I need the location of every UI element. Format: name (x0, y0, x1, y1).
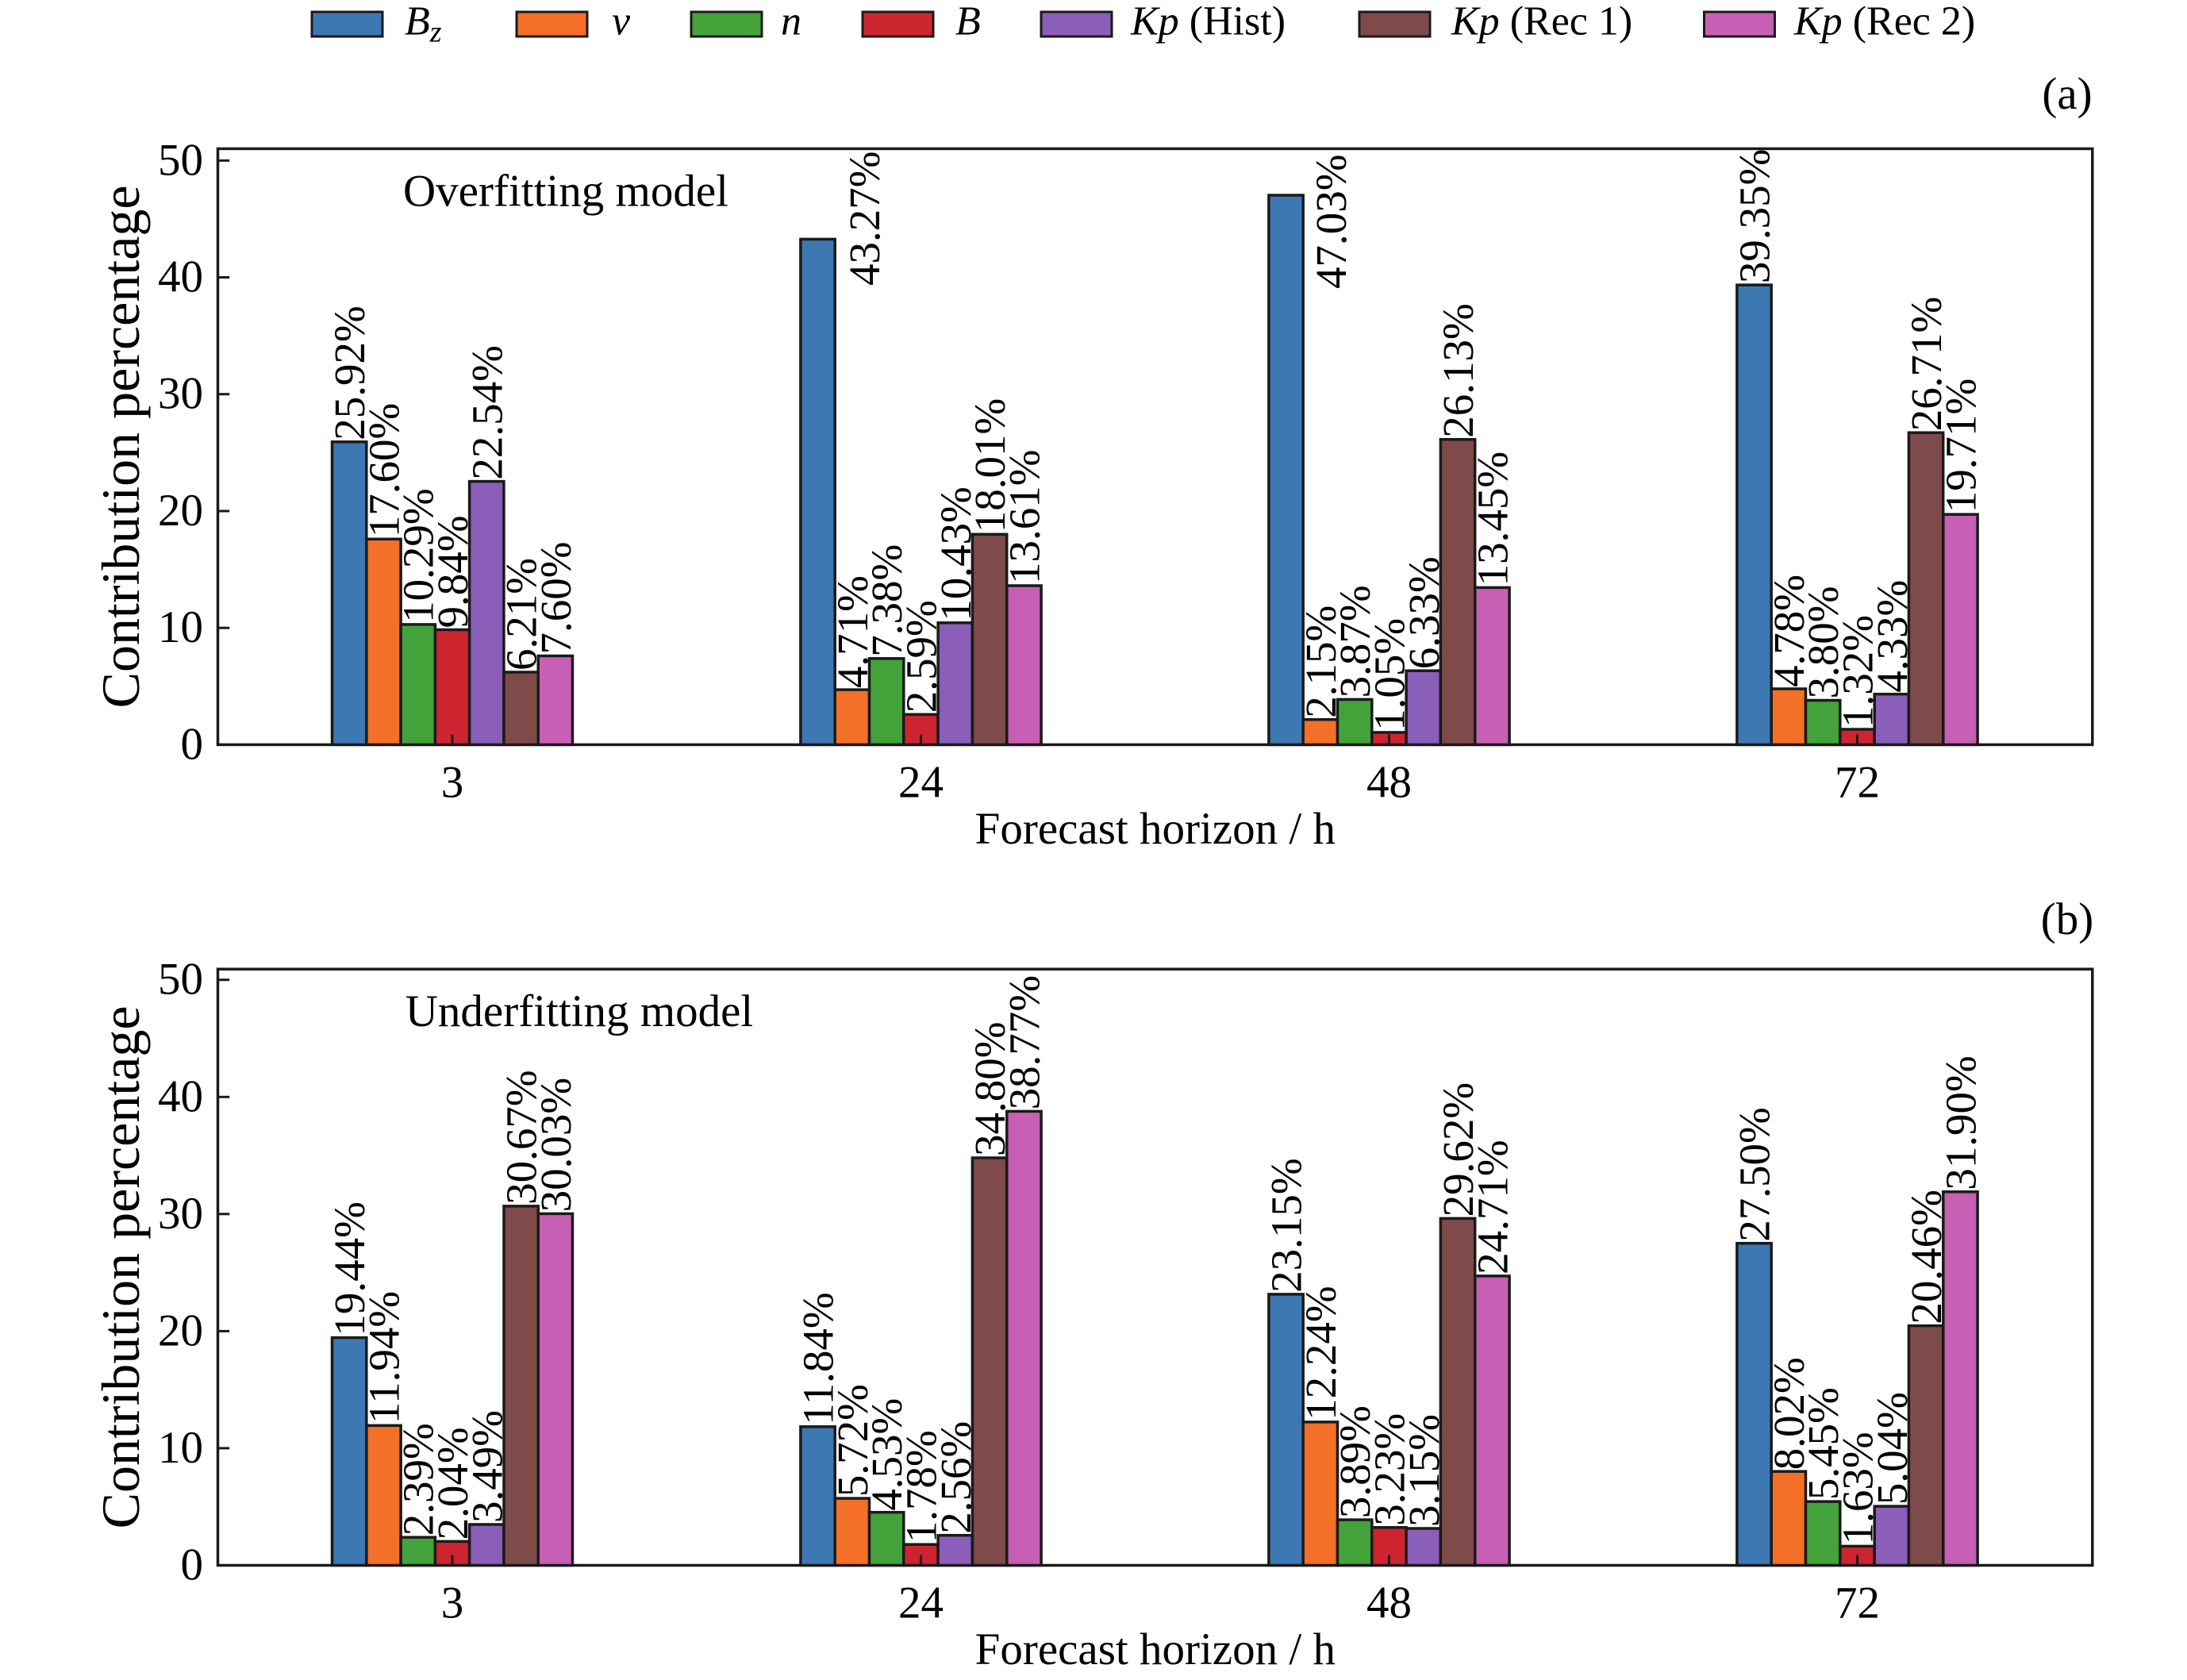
svg-text:0: 0 (181, 719, 204, 769)
svg-text:Kp (Rec 2): Kp (Rec 2) (1793, 0, 1975, 44)
svg-text:3.15%: 3.15% (1400, 1414, 1448, 1527)
svg-text:n: n (781, 0, 801, 44)
svg-text:5.72%: 5.72% (828, 1384, 877, 1497)
svg-text:19.44%: 19.44% (325, 1201, 374, 1336)
svg-text:3.49%: 3.49% (463, 1410, 511, 1523)
svg-text:3: 3 (441, 757, 464, 807)
svg-text:2.56%: 2.56% (932, 1421, 980, 1534)
svg-text:10: 10 (158, 1423, 203, 1473)
svg-text:50: 50 (158, 135, 203, 185)
svg-text:26.13%: 26.13% (1434, 303, 1482, 438)
svg-text:13.61%: 13.61% (1000, 449, 1048, 584)
svg-text:40: 40 (158, 252, 203, 302)
svg-text:10.43%: 10.43% (932, 486, 980, 621)
svg-text:30.03%: 30.03% (532, 1078, 580, 1213)
svg-text:1.05%: 1.05% (1366, 618, 1414, 731)
svg-text:7.38%: 7.38% (863, 544, 911, 657)
svg-text:12.24%: 12.24% (1297, 1286, 1345, 1421)
svg-text:(b): (b) (2041, 894, 2093, 944)
svg-text:23.15%: 23.15% (1263, 1158, 1311, 1293)
svg-text:18.01%: 18.01% (966, 398, 1014, 533)
svg-text:Overfitting model: Overfitting model (403, 167, 728, 217)
svg-text:29.62%: 29.62% (1434, 1082, 1482, 1217)
svg-text:Underfitting model: Underfitting model (405, 986, 754, 1036)
svg-text:48: 48 (1366, 1578, 1412, 1628)
svg-text:(a): (a) (2042, 69, 2092, 119)
svg-text:Contribution percentage: Contribution percentage (90, 185, 151, 708)
svg-text:30: 30 (158, 369, 203, 419)
svg-text:19.71%: 19.71% (1936, 379, 1985, 513)
svg-text:22.54%: 22.54% (463, 345, 511, 480)
svg-text:13.45%: 13.45% (1468, 452, 1516, 586)
svg-text:4.33%: 4.33% (1868, 580, 1916, 693)
svg-text:72: 72 (1835, 1578, 1880, 1628)
svg-text:39.35%: 39.35% (1731, 149, 1779, 284)
svg-text:4.71%: 4.71% (828, 575, 877, 688)
svg-text:43.27%: 43.27% (840, 151, 889, 286)
svg-text:25.92%: 25.92% (325, 306, 374, 440)
svg-text:24: 24 (898, 757, 944, 807)
svg-text:17.60%: 17.60% (359, 403, 408, 538)
svg-text:3.87%: 3.87% (1331, 585, 1379, 698)
svg-text:30.67%: 30.67% (498, 1070, 546, 1205)
svg-text:8.02%: 8.02% (1765, 1357, 1813, 1470)
svg-text:10: 10 (158, 602, 203, 652)
svg-text:2.39%: 2.39% (394, 1423, 443, 1536)
svg-text:38.77%: 38.77% (1000, 975, 1048, 1110)
svg-text:4.53%: 4.53% (863, 1398, 911, 1511)
svg-text:24.71%: 24.71% (1468, 1140, 1516, 1274)
svg-text:3.80%: 3.80% (1799, 586, 1847, 698)
svg-text:6.21%: 6.21% (498, 558, 546, 671)
svg-text:47.03%: 47.03% (1307, 154, 1355, 289)
svg-text:1.78%: 1.78% (897, 1430, 946, 1543)
svg-text:9.84%: 9.84% (429, 515, 477, 628)
svg-text:40: 40 (158, 1071, 203, 1121)
svg-text:Forecast horizon / h: Forecast horizon / h (975, 1624, 1336, 1674)
svg-text:Forecast horizon / h: Forecast horizon / h (975, 804, 1336, 854)
svg-text:5.45%: 5.45% (1799, 1387, 1847, 1500)
svg-text:2.59%: 2.59% (897, 600, 946, 713)
svg-text:Kp (Rec 1): Kp (Rec 1) (1451, 0, 1632, 44)
svg-text:7.60%: 7.60% (532, 541, 580, 654)
svg-text:34.80%: 34.80% (966, 1021, 1014, 1156)
svg-text:1.63%: 1.63% (1834, 1432, 1882, 1544)
svg-text:3: 3 (441, 1578, 464, 1628)
svg-text:Contribution percentage: Contribution percentage (90, 1005, 151, 1528)
svg-text:2.04%: 2.04% (429, 1427, 477, 1540)
svg-text:6.33%: 6.33% (1400, 556, 1448, 669)
svg-text:B: B (955, 0, 981, 44)
svg-text:27.50%: 27.50% (1731, 1107, 1779, 1242)
svg-text:10.29%: 10.29% (394, 488, 443, 623)
svg-text:5.04%: 5.04% (1868, 1392, 1916, 1505)
svg-text:20.46%: 20.46% (1902, 1190, 1951, 1324)
svg-text:Kp (Hist): Kp (Hist) (1130, 0, 1286, 44)
svg-text:0: 0 (181, 1540, 204, 1590)
svg-text:20: 20 (158, 486, 203, 536)
svg-text:2.15%: 2.15% (1297, 605, 1345, 718)
svg-text:20: 20 (158, 1305, 203, 1355)
svg-text:11.84%: 11.84% (794, 1292, 843, 1425)
svg-text:31.90%: 31.90% (1936, 1055, 1985, 1190)
svg-text:72: 72 (1835, 757, 1880, 807)
svg-text:30: 30 (158, 1189, 203, 1239)
svg-text:11.94%: 11.94% (359, 1291, 408, 1424)
svg-text:v: v (612, 0, 631, 44)
svg-text:1.32%: 1.32% (1834, 615, 1882, 728)
svg-text:3.89%: 3.89% (1331, 1405, 1379, 1518)
svg-text:50: 50 (158, 955, 203, 1005)
svg-text:48: 48 (1366, 757, 1412, 807)
svg-text:26.71%: 26.71% (1902, 297, 1951, 432)
svg-text:3.23%: 3.23% (1366, 1413, 1414, 1526)
svg-text:4.78%: 4.78% (1765, 575, 1813, 687)
svg-text:24: 24 (898, 1578, 944, 1628)
